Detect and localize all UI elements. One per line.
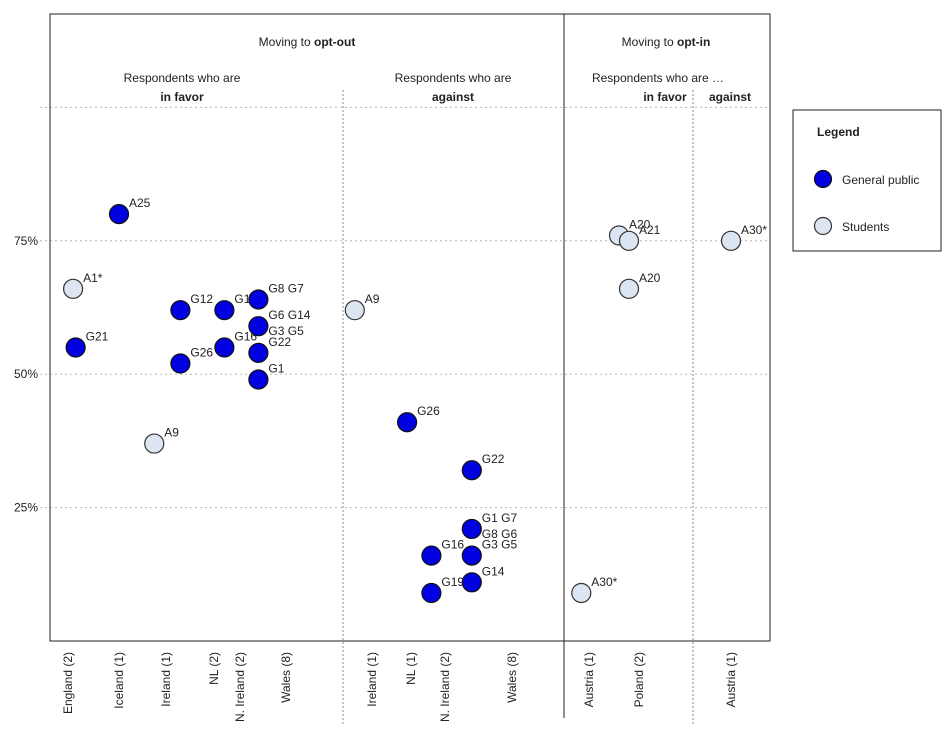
point-label: A1* [83,271,103,285]
x-category-label: Wales (8) [279,652,293,703]
point-general-public [397,412,418,433]
x-category-label: Austria (1) [724,652,738,707]
group-header-in-favor: in favor [160,90,204,104]
point-label: G26 [190,346,213,360]
point-label: G26 [417,404,440,418]
section-title-opt-out: Moving to opt-out [259,35,356,49]
legend-label-students: Students [842,220,889,234]
plot-frame [49,13,771,642]
legend-marker-students [813,216,833,236]
point-label: G3 G5 [268,324,304,338]
point-general-public [170,353,191,374]
point-general-public [170,300,191,321]
point-label: G14 [482,564,505,578]
group-header-line1: Respondents who are … [592,71,724,85]
point-label: G6 G14 [268,308,310,322]
x-category-label: NL (2) [207,652,221,685]
point-students [618,278,640,299]
group-header-in-favor: in favor [643,90,687,104]
point-label: G3 G5 [482,538,518,552]
x-category-label: Austria (1) [582,652,596,707]
point-label: A30* [741,223,767,237]
x-category-label: England (2) [61,652,75,714]
point-label: G12 [190,292,213,306]
point-general-public [248,316,269,337]
point-label: A20 [639,271,661,285]
point-label: G1 [268,362,284,376]
y-tick-label: 50% [14,367,38,381]
point-label: G8 G6 [482,527,518,541]
x-category-label: Poland (2) [632,652,646,707]
point-general-public [248,369,269,390]
point-label: G19 [441,575,464,589]
point-students [618,230,640,251]
point-students [720,230,742,251]
point-general-public [108,204,130,225]
legend-title: Legend [817,125,860,139]
group-header-line1: Respondents who are [124,71,241,85]
point-label: G16 [441,538,464,552]
x-axis-labels: England (2) Iceland (1) Ireland (1) NL (2) N… [61,652,738,722]
point-students [344,300,365,321]
x-category-label: Iceland (1) [112,652,126,709]
point-students [62,278,84,299]
group-header-line1: Respondents who are [395,71,512,85]
point-general-public [461,460,482,481]
point-label: G22 [482,452,505,466]
group-header-against: against [432,90,474,104]
point-general-public [248,342,269,363]
point-general-public [214,337,235,358]
y-axis-ticks: 25% 50% 75% [14,234,38,515]
point-students [144,433,165,454]
legend-label-general-public: General public [842,173,919,187]
point-label: G22 [268,335,291,349]
point-label: A21 [639,223,661,237]
point-general-public [461,572,482,593]
point-general-public [214,300,235,321]
point-general-public [421,545,442,566]
point-label: G1 G7 [482,511,518,525]
x-category-label: Ireland (1) [365,652,379,707]
x-category-label: Ireland (1) [159,652,173,707]
point-label: A9 [365,292,380,306]
y-tick-label: 25% [14,501,38,515]
x-category-label: NL (1) [404,652,418,685]
x-category-label: Wales (8) [505,652,519,703]
point-general-public [421,582,442,604]
point-label: A25 [129,196,151,210]
x-category-label: N. Ireland (2) [438,652,452,722]
point-general-public [461,545,482,566]
section-title-opt-in: Moving to opt-in [622,35,711,49]
point-general-public [248,289,269,310]
point-label: A30* [591,575,617,589]
x-category-label: N. Ireland (2) [233,652,247,722]
gridlines [40,106,770,509]
y-tick-label: 75% [14,234,38,248]
point-general-public [461,518,482,540]
point-label: A20 [629,217,651,231]
point-general-public [65,337,86,358]
group-header-against: against [709,90,751,104]
legend: Legend General public Students [792,109,942,252]
point-label: A9 [164,426,179,440]
point-label: G8 G7 [268,281,304,295]
point-students [571,582,592,604]
point-label: G21 [86,330,109,344]
legend-marker-general-public [813,169,833,189]
